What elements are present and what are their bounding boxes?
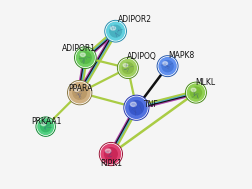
Circle shape (74, 46, 97, 69)
Circle shape (106, 22, 125, 41)
Circle shape (72, 85, 87, 100)
Ellipse shape (80, 53, 85, 57)
Text: ADIPOR2: ADIPOR2 (117, 15, 151, 24)
Circle shape (37, 118, 54, 135)
Circle shape (119, 59, 137, 77)
Ellipse shape (41, 122, 46, 126)
Circle shape (117, 57, 139, 79)
Circle shape (100, 143, 122, 165)
Circle shape (36, 117, 55, 136)
Ellipse shape (131, 102, 136, 106)
Circle shape (109, 25, 122, 38)
Circle shape (125, 96, 148, 119)
Circle shape (123, 95, 149, 121)
Circle shape (129, 100, 144, 115)
Text: PPARA: PPARA (68, 84, 93, 93)
Ellipse shape (111, 26, 116, 30)
Ellipse shape (74, 87, 80, 91)
Text: TNF: TNF (144, 100, 159, 109)
Text: MAPK8: MAPK8 (169, 51, 195, 60)
Text: PRKAA1: PRKAA1 (32, 117, 62, 126)
Circle shape (75, 47, 96, 68)
Circle shape (161, 60, 174, 72)
Circle shape (36, 116, 56, 137)
Circle shape (104, 147, 118, 161)
Circle shape (40, 121, 51, 132)
Circle shape (99, 142, 123, 166)
Ellipse shape (123, 64, 128, 67)
Circle shape (76, 48, 95, 67)
Ellipse shape (163, 62, 168, 65)
Circle shape (124, 96, 148, 120)
Circle shape (69, 82, 91, 104)
Circle shape (185, 82, 207, 104)
Circle shape (158, 56, 178, 76)
Circle shape (79, 51, 92, 64)
Circle shape (104, 20, 127, 43)
Circle shape (186, 83, 206, 103)
Text: RIPK1: RIPK1 (101, 159, 122, 168)
Circle shape (67, 80, 92, 105)
Ellipse shape (191, 88, 196, 91)
Circle shape (156, 55, 178, 77)
Text: ADIPOQ: ADIPOQ (127, 52, 157, 61)
Circle shape (190, 86, 202, 99)
Circle shape (101, 144, 121, 164)
Circle shape (68, 81, 91, 104)
Text: ADIPOR1: ADIPOR1 (62, 44, 96, 53)
Circle shape (118, 58, 138, 78)
Text: MLKL: MLKL (195, 78, 215, 87)
Circle shape (158, 57, 177, 75)
Circle shape (122, 62, 134, 74)
Circle shape (187, 83, 205, 102)
Circle shape (105, 21, 126, 42)
Ellipse shape (105, 149, 111, 153)
